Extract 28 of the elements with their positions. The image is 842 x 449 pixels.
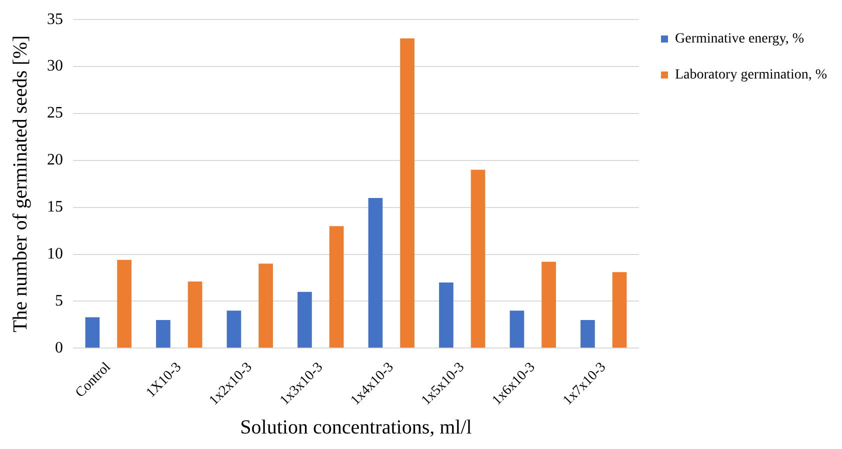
- y-tick-label: 15: [47, 198, 63, 216]
- bar: [258, 264, 273, 348]
- y-tick-label: 30: [47, 58, 63, 75]
- bar: [470, 170, 486, 348]
- bar: [117, 260, 132, 348]
- y-tick-label: 20: [47, 152, 63, 169]
- bar: [188, 282, 202, 348]
- bar: [612, 272, 627, 348]
- bar: [439, 282, 454, 348]
- y-tick-label: 25: [47, 104, 63, 122]
- legend-label: Laboratory germination, %: [674, 68, 828, 83]
- y-tick-label: 0: [55, 339, 63, 356]
- bar: [542, 262, 556, 348]
- bar: [329, 226, 344, 348]
- bar: [156, 320, 170, 348]
- bar: [85, 317, 100, 348]
- legend-label: Germinative energy, %: [674, 32, 804, 47]
- x-axis-title: Solution concentrations, ml/l: [240, 416, 472, 438]
- y-axis-title: The number of germinated seeds [%]: [9, 35, 32, 332]
- bar: [368, 198, 383, 348]
- bar: [226, 310, 242, 348]
- bar: [580, 320, 595, 348]
- bar: [400, 38, 414, 348]
- bar: [298, 292, 312, 348]
- bar: [510, 310, 524, 348]
- y-tick-label: 35: [47, 10, 63, 28]
- y-tick-label: 10: [47, 246, 63, 262]
- y-tick-label: 5: [55, 292, 63, 310]
